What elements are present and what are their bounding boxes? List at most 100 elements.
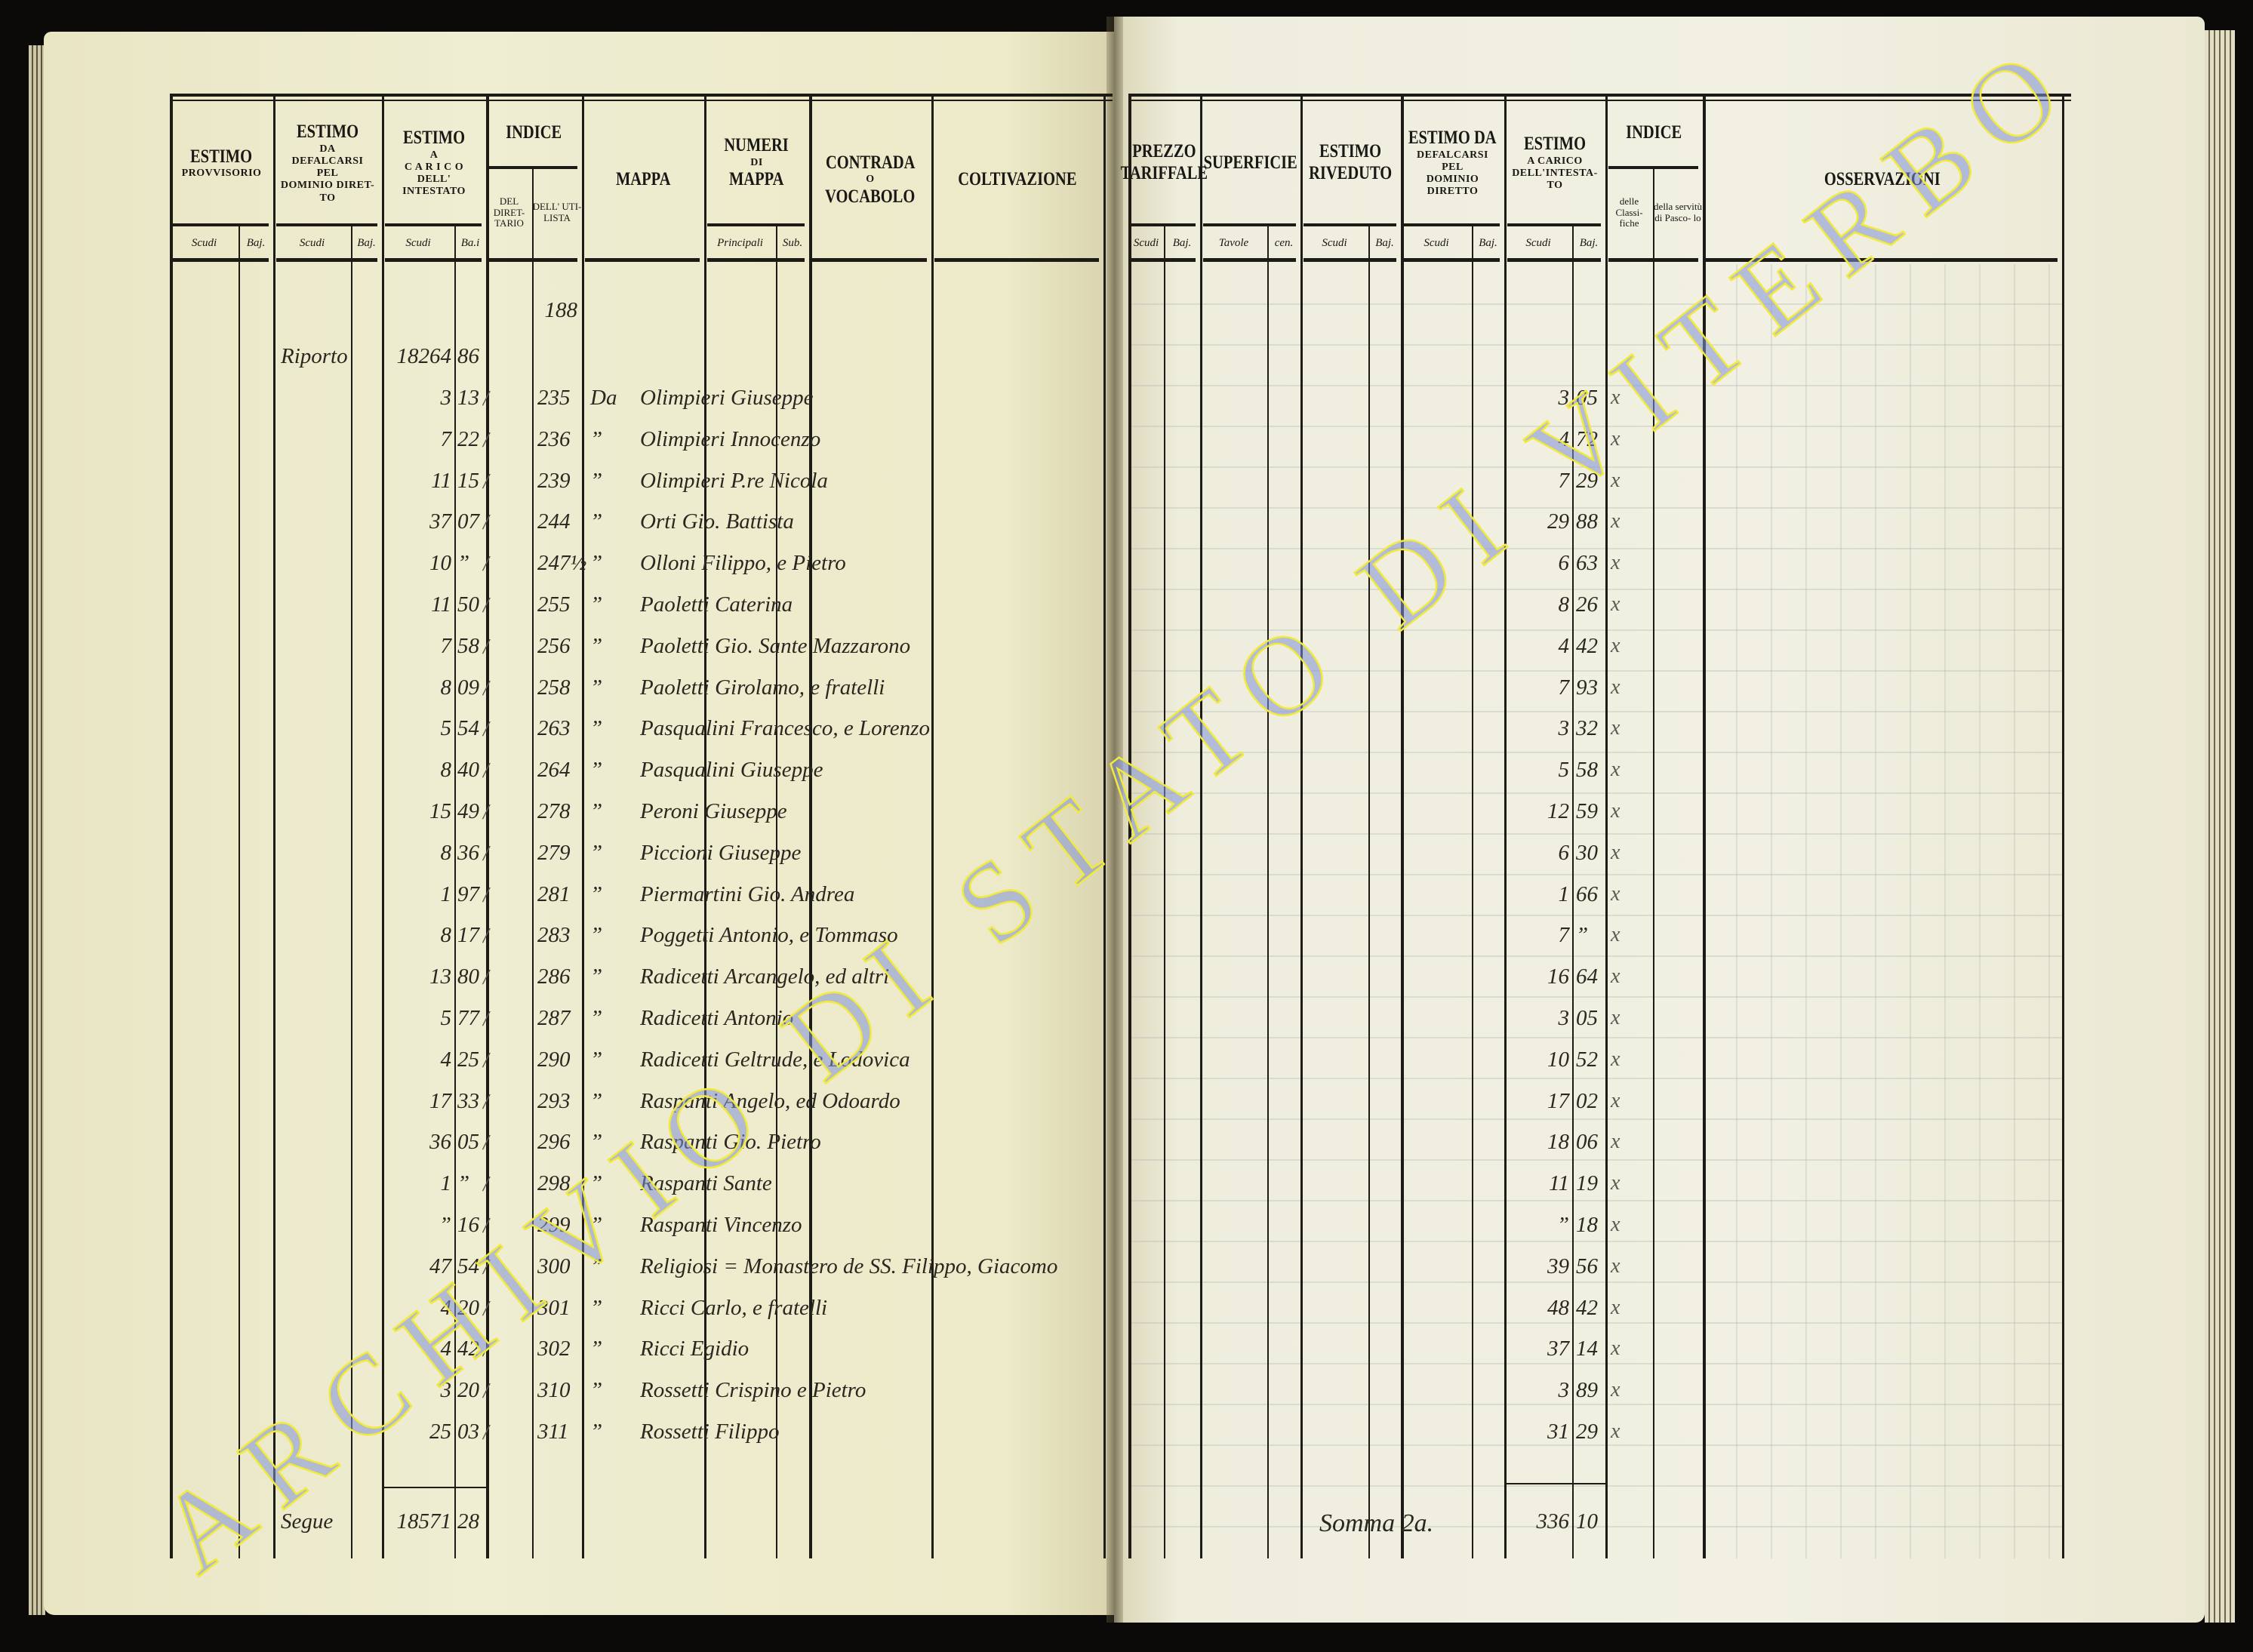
header-line: DA	[319, 143, 336, 155]
left-header-estimo-a-carico: ESTIMO A C A R I C O DELL' INTESTATO	[382, 103, 486, 223]
right-subcolumn-rule	[1472, 226, 1473, 1558]
row-estimo-baj: 20	[457, 1295, 479, 1320]
row-ditto: ”	[590, 426, 603, 451]
row-riveduto-scudi: 37	[1547, 1337, 1569, 1361]
row-ditto: ”	[590, 1420, 603, 1444]
row-riveduto-baj: 88	[1576, 509, 1598, 534]
row-x-mark: x	[1611, 633, 1620, 657]
row-owner-name: Olimpieri Innocenzo	[640, 426, 821, 451]
row-indice: 235	[537, 386, 571, 410]
row-x-mark: x	[1611, 1295, 1620, 1319]
row-indice: 281	[537, 881, 571, 906]
left-indice-sub-0: DEL DIRET- TARIO	[493, 195, 525, 229]
left-subheader-rule	[385, 223, 482, 226]
left-subheader-scudi: Scudi	[191, 237, 217, 249]
row-estimo-baj: 25	[457, 1047, 479, 1072]
row-ditto: ”	[590, 1130, 603, 1155]
row-riveduto-baj: 26	[1576, 592, 1598, 617]
row-estimo-scudi: 7	[440, 633, 452, 658]
right-header-indice-right: INDICE	[1605, 103, 1703, 163]
right-header-top-rule-2	[1128, 100, 2071, 101]
header-line: OSSERVAZIONI	[1824, 169, 1941, 190]
row-riveduto-baj: 63	[1576, 551, 1598, 576]
header-line: TARIFFALE	[1120, 163, 1208, 183]
left-subheader-rule	[173, 223, 269, 226]
left-header-bottom-rule	[585, 258, 700, 262]
left-subcolumn-rule	[239, 226, 240, 1558]
row-riveduto-baj: ”	[1576, 923, 1589, 948]
row-indice: 279	[537, 840, 571, 865]
header-line: TO	[319, 192, 336, 204]
row-owner-name: Raspanti Angelo, ed Odoardo	[640, 1088, 900, 1113]
row-x-mark: x	[1611, 468, 1620, 492]
header-line: RIVEDUTO	[1309, 163, 1393, 183]
header-line: PEL	[316, 168, 339, 180]
row-ditto: ”	[590, 551, 603, 576]
left-header-indice: INDICE	[486, 103, 582, 163]
right-header-prezzo-tariffale: PREZZO TARIFFALE	[1121, 103, 1208, 223]
row-x-mark: x	[1611, 426, 1620, 451]
left-column-rule	[273, 94, 275, 1558]
row-indice: 301	[537, 1295, 571, 1320]
row-riveduto-baj: 05	[1576, 1006, 1598, 1030]
row-indice: 302	[537, 1337, 571, 1361]
left-subheader-principali: Principali	[717, 237, 763, 249]
row-estimo-baj: 36	[457, 840, 479, 865]
header-line: A CARICO	[1527, 155, 1583, 168]
header-line: A	[429, 149, 439, 162]
row-x-mark: x	[1611, 1378, 1620, 1402]
row-estimo-scudi: 4	[440, 1295, 452, 1320]
row-riveduto-scudi: 11	[1549, 1171, 1569, 1196]
row-riveduto-scudi: 7	[1558, 675, 1570, 700]
row-estimo-baj: 77	[457, 1006, 479, 1030]
row-riveduto-baj: 56	[1576, 1254, 1598, 1278]
header-line: NUMERI	[724, 135, 789, 156]
row-estimo-scudi: ”	[439, 1213, 451, 1237]
row-riveduto-baj: 19	[1576, 1171, 1598, 1196]
indice-carried-number: 188	[544, 298, 578, 322]
row-check-mark: /	[483, 676, 489, 700]
left-subheader-baj: Baj.	[246, 237, 266, 249]
row-estimo-scudi: 3	[440, 386, 452, 410]
row-x-mark: x	[1611, 551, 1620, 575]
left-header-bottom-rule	[934, 258, 1099, 262]
left-indice-rule	[489, 166, 577, 169]
row-riveduto-scudi: 10	[1547, 1047, 1569, 1072]
right-subheader-rule	[1131, 223, 1196, 226]
right-subheader-baj: Baj.	[1579, 237, 1599, 249]
row-check-mark: /	[483, 1048, 489, 1072]
left-subheader-sub: Sub.	[782, 237, 803, 249]
right-subheader-scudi: Scudi	[1525, 237, 1551, 249]
row-ditto: ”	[590, 1047, 603, 1072]
left-column-rule	[704, 94, 706, 1558]
row-indice: 300	[537, 1254, 571, 1278]
row-ditto: ”	[590, 1295, 603, 1320]
row-x-mark: x	[1611, 509, 1620, 534]
row-owner-name: Paoletti Caterina	[640, 592, 793, 617]
header-line: O	[866, 174, 875, 186]
row-x-mark: x	[1611, 840, 1620, 864]
row-ditto: ”	[590, 1337, 603, 1361]
row-riveduto-baj: 18	[1576, 1213, 1598, 1237]
header-line: CONTRADA	[825, 152, 916, 173]
row-ditto: Da	[590, 386, 617, 410]
right-header-bottom-rule	[1706, 258, 2058, 262]
row-riveduto-scudi: 12	[1547, 799, 1569, 823]
somma-baj: 10	[1576, 1509, 1598, 1534]
riporto-baj: 86	[457, 344, 479, 368]
row-indice: 283	[537, 923, 571, 948]
right-header-bottom-rule	[1303, 258, 1396, 262]
row-estimo-scudi: 5	[440, 716, 452, 741]
right-indice-rule	[1608, 166, 1698, 169]
row-check-mark: /	[483, 1090, 489, 1114]
left-header-top-rule-2	[170, 100, 1113, 101]
segue-label: Segue	[281, 1509, 334, 1534]
left-header-bottom-rule	[173, 258, 269, 262]
right-column-rule	[2062, 94, 2064, 1558]
row-ditto: ”	[590, 964, 603, 989]
row-ditto: ”	[590, 716, 603, 741]
row-indice: 286	[537, 964, 571, 989]
row-ditto: ”	[590, 840, 603, 865]
row-x-mark: x	[1611, 758, 1620, 782]
row-owner-name: Olimpieri Giuseppe	[640, 386, 814, 410]
